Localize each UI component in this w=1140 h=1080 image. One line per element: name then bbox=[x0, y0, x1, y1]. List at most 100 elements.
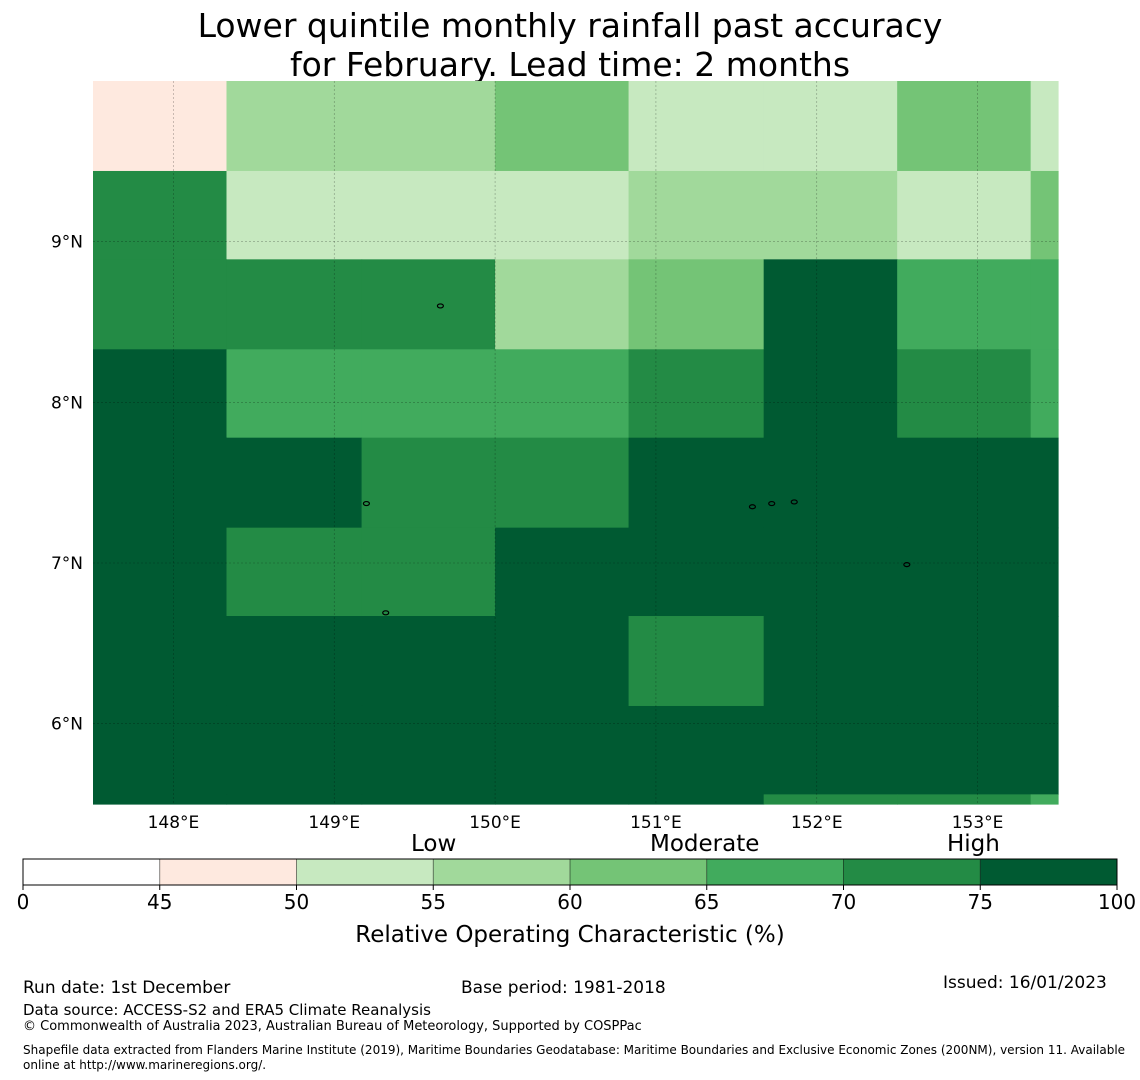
heatmap-cell bbox=[93, 259, 228, 350]
heatmap-cell bbox=[1030, 527, 1059, 617]
copyright-notice: © Commonwealth of Australia 2023, Austra… bbox=[23, 1019, 642, 1034]
heatmap-cell bbox=[361, 794, 496, 805]
heatmap-cell bbox=[897, 170, 1032, 260]
heatmap-cell bbox=[93, 794, 228, 805]
colorbar-segment bbox=[296, 859, 434, 885]
island-outline bbox=[748, 504, 757, 510]
colorbar-tick-label: 0 bbox=[17, 890, 30, 914]
axis-ticks: 148°E 149°E 150°E 151°E 152°E 153°E 9°N 8°N 7°N 6… bbox=[51, 233, 1003, 833]
chart-figure: 148°E 149°E 150°E 151°E 152°E 153°E 9°N 8°N 7°N 6… bbox=[17, 81, 1136, 948]
heatmap-cell bbox=[628, 170, 765, 260]
heatmap-cell bbox=[361, 170, 496, 260]
heatmap-cell bbox=[495, 259, 630, 350]
y-tick-label: 8°N bbox=[51, 393, 83, 413]
heatmap-cell bbox=[226, 81, 363, 172]
island-outline bbox=[436, 303, 444, 309]
colorbar-tick-label: 65 bbox=[694, 890, 719, 914]
heatmap-cell bbox=[495, 349, 630, 439]
heatmap-cell bbox=[1030, 170, 1059, 260]
heatmap-cell bbox=[361, 259, 496, 350]
coastlines bbox=[362, 303, 911, 616]
category-high: High bbox=[947, 831, 1000, 857]
heatmap-cell bbox=[897, 616, 1032, 707]
data-source: Data source: ACCESS-S2 and ERA5 Climate … bbox=[23, 1001, 431, 1019]
heatmap-cell bbox=[93, 170, 228, 260]
colorbar: 0 45 50 55 60 65 70 75 100 bbox=[17, 858, 1136, 914]
colorbar-tick-label: 75 bbox=[968, 890, 993, 914]
heatmap-cell bbox=[361, 616, 496, 707]
heatmap-cell bbox=[1030, 259, 1059, 350]
heatmap-cell bbox=[226, 705, 363, 795]
heatmap-cell bbox=[1030, 616, 1059, 707]
heatmap-cell bbox=[93, 616, 228, 707]
colorbar-tick-label: 60 bbox=[557, 890, 582, 914]
heatmap-cell bbox=[93, 81, 228, 172]
island-outline bbox=[382, 610, 390, 616]
heatmap-cell bbox=[361, 349, 496, 439]
heatmap-cell bbox=[226, 170, 363, 260]
heatmap-cell bbox=[226, 437, 363, 529]
colorbar-segment bbox=[843, 859, 981, 885]
y-tick-label: 7°N bbox=[51, 554, 83, 574]
colorbar-tick-label: 100 bbox=[1098, 890, 1136, 914]
heatmap-cell bbox=[763, 705, 898, 795]
heatmap-cell bbox=[763, 794, 898, 805]
heatmap-cell bbox=[1030, 705, 1059, 795]
heatmap-cell bbox=[763, 170, 898, 260]
heatmap-cell bbox=[628, 81, 765, 172]
heatmap-cell bbox=[495, 705, 630, 795]
heatmap-cell bbox=[897, 349, 1032, 439]
island-outline bbox=[903, 562, 911, 568]
island-outline bbox=[790, 499, 798, 505]
heatmap-cell bbox=[93, 705, 228, 795]
heatmap-cell bbox=[763, 437, 898, 529]
heatmap-cell bbox=[361, 705, 496, 795]
heatmap-cell bbox=[1030, 349, 1059, 439]
x-tick-label: 150°E bbox=[469, 813, 521, 833]
heatmap-cell bbox=[495, 81, 630, 172]
x-tick-label: 149°E bbox=[308, 813, 360, 833]
heatmap-cell bbox=[628, 616, 765, 707]
colorbar-segment bbox=[980, 859, 1117, 885]
colorbar-tick-label: 45 bbox=[147, 890, 172, 914]
heatmap-cell bbox=[763, 259, 898, 350]
heatmap-cell bbox=[226, 527, 363, 617]
heatmap-cell bbox=[763, 527, 898, 617]
y-tick-label: 9°N bbox=[51, 233, 83, 253]
heatmap-cell bbox=[763, 616, 898, 707]
heatmap-cell bbox=[93, 437, 228, 529]
heatmap-cell bbox=[897, 259, 1032, 350]
colorbar-segment bbox=[706, 859, 844, 885]
base-period: Base period: 1981-2018 bbox=[461, 978, 666, 998]
heatmap-cell bbox=[495, 794, 630, 805]
heatmap-cell bbox=[226, 259, 363, 350]
colorbar-segment bbox=[433, 859, 570, 885]
shapefile-credit-line-1: Shapefile data extracted from Flanders M… bbox=[23, 1043, 1126, 1057]
heatmap-cells bbox=[93, 81, 1059, 805]
heatmap-cell bbox=[897, 81, 1032, 172]
heatmap-cell bbox=[495, 170, 630, 260]
heatmap-cell bbox=[361, 437, 496, 529]
heatmap-cell bbox=[93, 349, 228, 439]
run-date: Run date: 1st December bbox=[23, 978, 231, 998]
chart-title-line-1: Lower quintile monthly rainfall past acc… bbox=[197, 6, 943, 45]
heatmap-cell bbox=[628, 794, 765, 805]
heatmap-cell bbox=[1030, 81, 1059, 172]
heatmap-cell bbox=[628, 437, 765, 529]
heatmap-cell bbox=[495, 527, 630, 617]
x-tick-label: 152°E bbox=[791, 813, 843, 833]
heatmap-cell bbox=[628, 527, 765, 617]
island-outline bbox=[362, 500, 371, 507]
graticule bbox=[93, 81, 1058, 804]
heatmap-cell bbox=[763, 81, 898, 172]
colorbar-tick-label: 70 bbox=[831, 890, 856, 914]
heatmap-cell bbox=[628, 349, 765, 439]
heatmap-cell bbox=[1030, 437, 1059, 529]
category-moderate: Moderate bbox=[650, 831, 760, 857]
colorbar-segment bbox=[23, 859, 160, 885]
heatmap-cell bbox=[897, 794, 1032, 805]
colorbar-tick-label: 50 bbox=[284, 890, 309, 914]
heatmap-cell bbox=[226, 349, 363, 439]
heatmap-cell bbox=[897, 527, 1032, 617]
heatmap-cell bbox=[226, 794, 363, 805]
